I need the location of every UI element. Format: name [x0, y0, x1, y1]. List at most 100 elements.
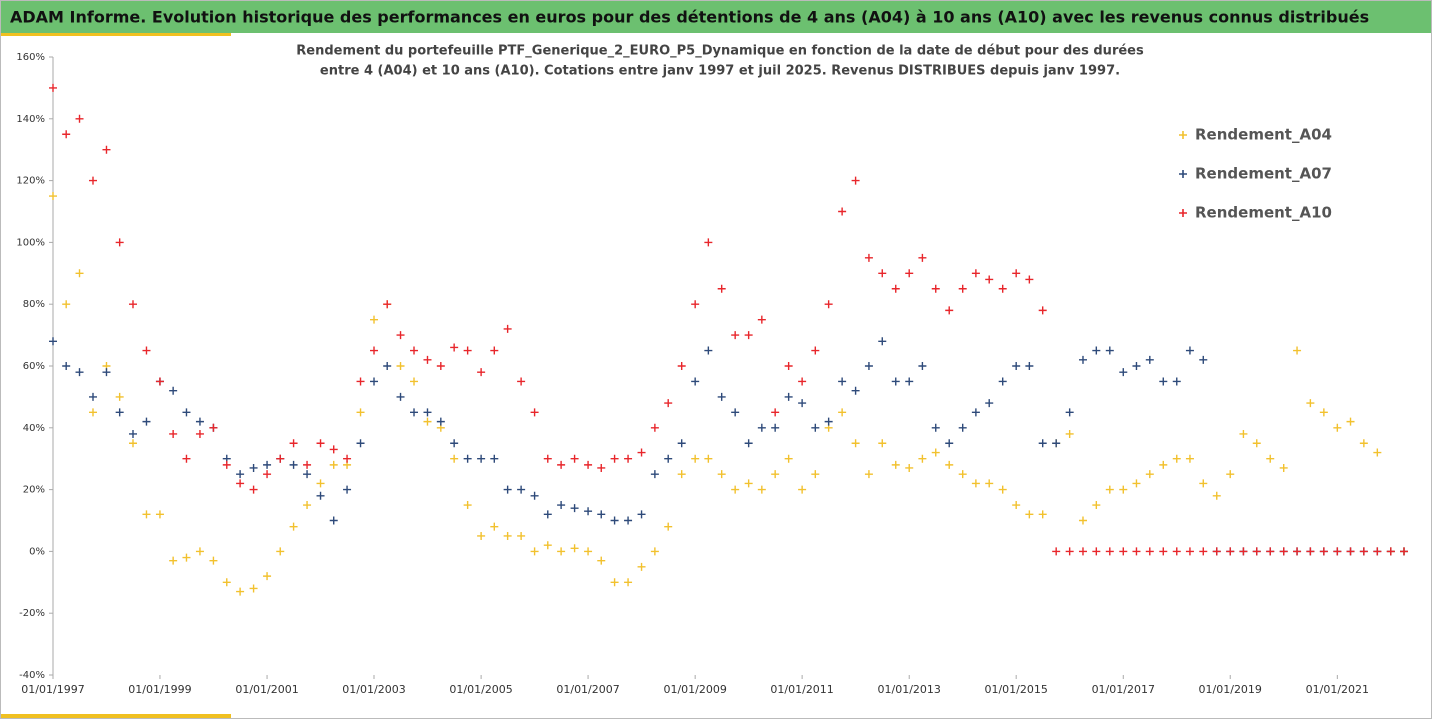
y-tick-label: 140%	[16, 114, 45, 125]
point	[864, 470, 873, 479]
x-tick-label: 01/01/2017	[1092, 683, 1155, 696]
point	[931, 284, 940, 293]
point	[370, 377, 379, 386]
accent	[1, 33, 231, 36]
point	[945, 460, 954, 469]
point	[1038, 306, 1047, 315]
point	[62, 130, 71, 139]
point	[650, 470, 659, 479]
point	[155, 510, 164, 519]
point	[717, 392, 726, 401]
point	[1145, 547, 1154, 556]
point	[945, 439, 954, 448]
point	[182, 454, 191, 463]
x-tick-label: 01/01/2011	[770, 683, 833, 696]
point	[958, 470, 967, 479]
point	[396, 331, 405, 340]
x-tick-label: 01/01/2001	[235, 683, 298, 696]
point	[624, 578, 633, 587]
point	[958, 423, 967, 432]
legend-label: Rendement_A07	[1195, 165, 1332, 183]
point	[851, 386, 860, 395]
point	[1132, 547, 1141, 556]
point	[517, 485, 526, 494]
point	[691, 300, 700, 309]
point	[1132, 362, 1141, 370]
point	[1092, 346, 1101, 355]
point	[664, 454, 673, 463]
point	[75, 114, 84, 123]
x-tick-label: 01/01/2007	[556, 683, 619, 696]
point	[102, 368, 111, 377]
point	[263, 460, 272, 469]
point	[236, 587, 245, 596]
point	[1012, 362, 1021, 370]
point	[757, 423, 766, 432]
point	[597, 463, 606, 472]
point	[597, 510, 606, 519]
point	[610, 578, 619, 587]
point	[169, 429, 178, 438]
point	[303, 470, 312, 479]
point	[75, 269, 84, 278]
point	[1185, 346, 1194, 355]
point	[263, 470, 272, 479]
point	[744, 479, 753, 488]
point	[610, 516, 619, 525]
point	[236, 479, 245, 488]
point	[396, 392, 405, 401]
point	[249, 584, 258, 593]
point	[1252, 547, 1261, 556]
point	[878, 337, 887, 346]
point	[597, 556, 606, 565]
point	[142, 346, 151, 355]
point	[490, 522, 499, 531]
point	[1012, 501, 1021, 510]
point	[88, 392, 97, 401]
point	[650, 547, 659, 556]
legend-marker	[1179, 131, 1187, 139]
point	[517, 531, 526, 540]
point	[731, 331, 740, 340]
point	[1319, 547, 1328, 556]
point	[155, 377, 164, 386]
point	[1132, 479, 1141, 488]
x-tick-label: 01/01/1999	[128, 683, 191, 696]
y-tick-label: 40%	[23, 423, 45, 434]
point	[864, 253, 873, 262]
point	[1159, 377, 1168, 386]
point	[490, 346, 499, 355]
y-tick-label: 120%	[16, 176, 45, 187]
point	[677, 362, 686, 370]
point	[918, 253, 927, 262]
point	[195, 547, 204, 556]
x-tick-label: 01/01/2019	[1199, 683, 1262, 696]
point	[905, 269, 914, 278]
point	[543, 510, 552, 519]
point	[664, 522, 673, 531]
point	[1346, 417, 1355, 426]
point	[356, 408, 365, 417]
point	[851, 439, 860, 448]
y-tick-label: 60%	[23, 361, 45, 372]
point	[463, 346, 472, 355]
point	[838, 207, 847, 216]
point	[222, 578, 231, 587]
point	[410, 408, 419, 417]
point	[971, 479, 980, 488]
point	[276, 547, 285, 556]
point	[477, 454, 486, 463]
point	[891, 377, 900, 386]
point	[209, 423, 218, 432]
point	[1092, 501, 1101, 510]
point	[985, 399, 994, 408]
point	[878, 269, 887, 278]
y-tick-label: 0%	[29, 546, 45, 557]
point	[584, 547, 593, 556]
point	[517, 377, 526, 386]
point	[664, 399, 673, 408]
point	[490, 454, 499, 463]
point	[824, 300, 833, 309]
